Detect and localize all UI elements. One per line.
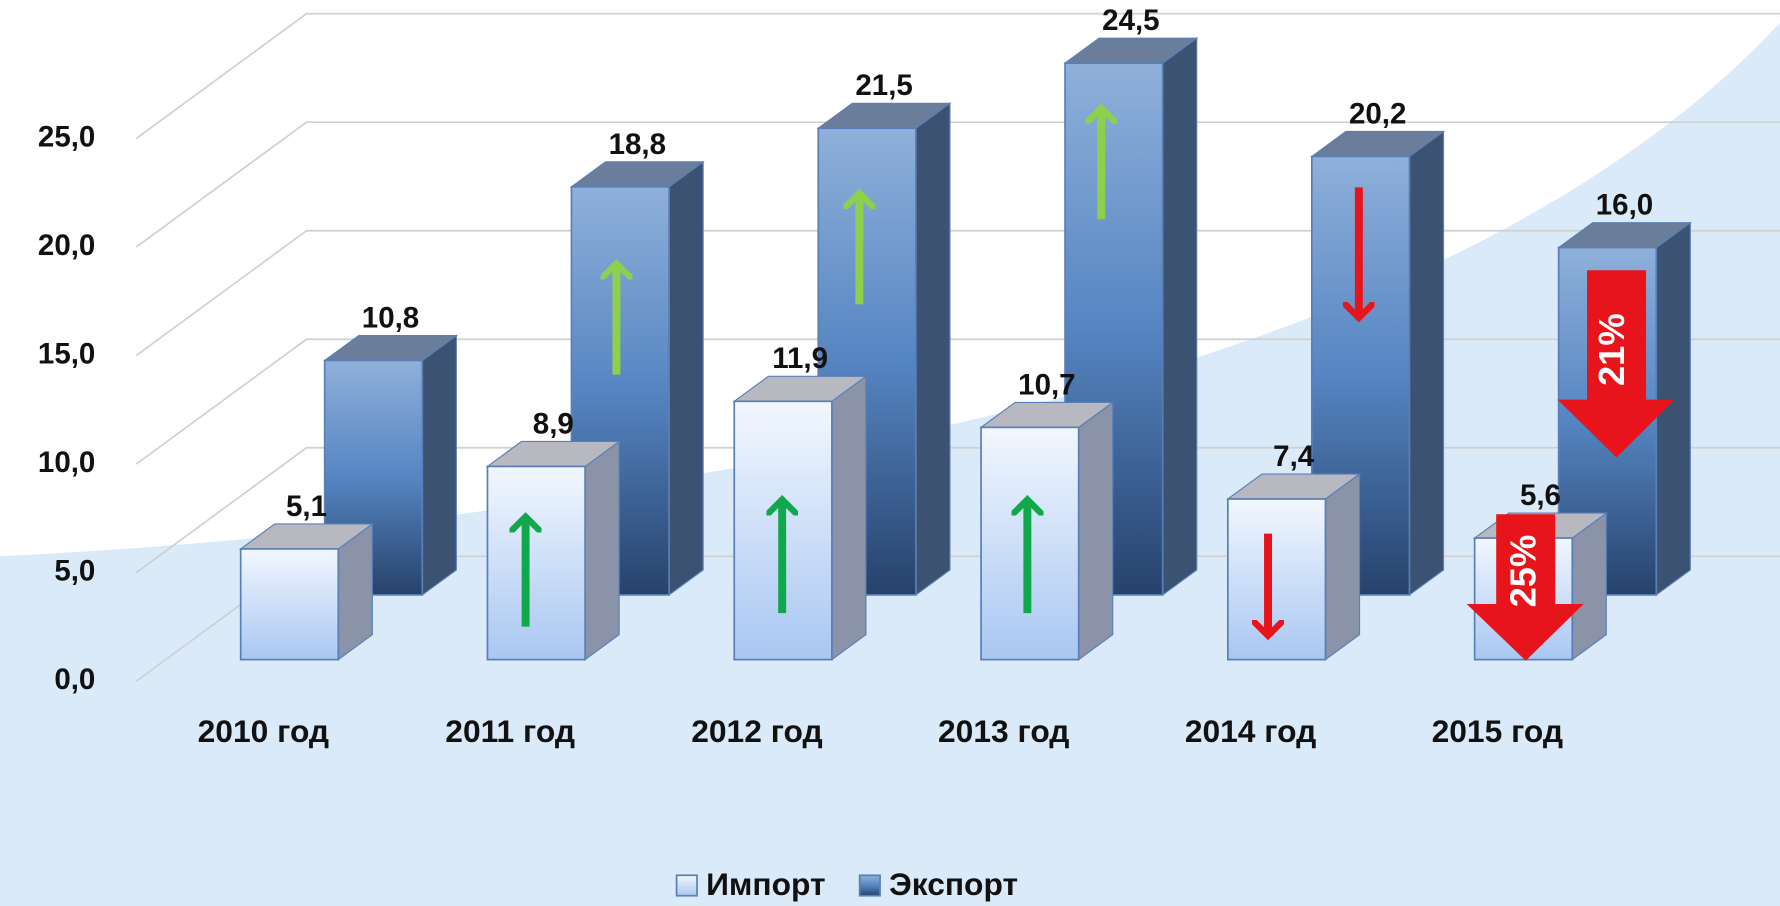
bar-side <box>584 440 620 661</box>
bar-side <box>831 375 867 661</box>
grid-line <box>135 338 1780 465</box>
bar-side <box>421 334 457 597</box>
annotation: 21% <box>1591 313 1632 386</box>
y-tick-label: 20,0 <box>38 229 95 262</box>
y-tick-label: 0,0 <box>54 663 95 696</box>
x-tick-label: 2013 год <box>938 713 1069 749</box>
value-label: 8,9 <box>533 407 574 440</box>
value-label: 24,5 <box>1102 4 1159 37</box>
bar-side <box>1571 511 1607 661</box>
value-label: 21,5 <box>855 69 912 102</box>
value-label: 5,6 <box>1520 479 1561 512</box>
x-tick-label: 2010 год <box>198 713 329 749</box>
bar-side <box>1162 37 1198 597</box>
legend-label: Импорт <box>706 866 825 902</box>
value-label: 10,7 <box>1018 368 1075 401</box>
legend-swatch <box>858 874 881 897</box>
bar <box>239 548 340 661</box>
x-tick-label: 2014 год <box>1185 713 1316 749</box>
legend: Импорт Экспорт <box>675 866 1018 902</box>
arrows <box>616 108 1675 458</box>
x-tick-label: 2011 год <box>445 713 575 749</box>
y-tick-label: 25,0 <box>38 120 95 153</box>
value-label: 20,2 <box>1349 97 1406 130</box>
bar <box>1226 498 1327 661</box>
y-tick-label: 10,0 <box>38 446 95 479</box>
x-tick-label: 2015 год <box>1432 713 1563 749</box>
value-label: 5,1 <box>286 490 327 523</box>
value-label: 18,8 <box>609 128 666 161</box>
block-arrow <box>1557 270 1675 458</box>
legend-label: Экспорт <box>889 866 1018 902</box>
bar-side <box>1324 472 1361 661</box>
value-label: 10,8 <box>362 301 419 334</box>
bar-side <box>915 102 951 597</box>
y-tick-label: 5,0 <box>54 554 95 587</box>
value-label: 11,9 <box>772 342 828 375</box>
bar-side <box>668 160 704 597</box>
x-tick-label: 2012 год <box>691 713 822 749</box>
value-label: 16,0 <box>1596 189 1653 222</box>
grid-line <box>135 446 1780 574</box>
arrows <box>526 500 1584 661</box>
grid-line <box>135 12 1780 140</box>
value-label: 7,4 <box>1273 440 1315 473</box>
bar-side <box>1078 401 1114 661</box>
legend-swatch <box>675 874 698 897</box>
bar <box>486 465 586 661</box>
bar-side <box>1408 130 1445 597</box>
grid-line <box>135 229 1780 357</box>
y-tick-label: 15,0 <box>38 337 95 370</box>
annotation: 25% <box>1502 535 1543 608</box>
grid-line <box>135 121 1780 248</box>
block-arrow <box>1466 514 1584 661</box>
